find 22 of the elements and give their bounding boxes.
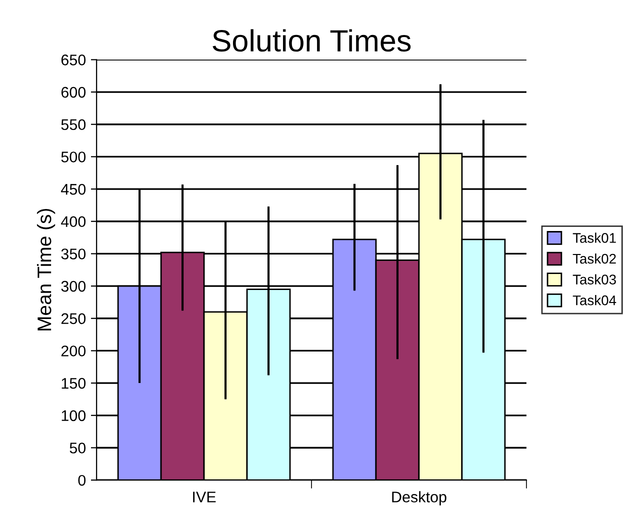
y-tick-label: 200 xyxy=(61,346,86,356)
legend-label: Task01 xyxy=(572,232,616,243)
legend-label: Task03 xyxy=(572,274,616,284)
y-tick-label: 550 xyxy=(61,119,86,130)
y-tick-label: 0 xyxy=(78,474,86,486)
y-tick-label: 600 xyxy=(61,86,86,98)
x-tick-label: IVE xyxy=(193,492,216,502)
y-tick-label: 150 xyxy=(62,378,86,389)
y-tick-label: 500 xyxy=(61,152,86,162)
x-tick-label: Desktop xyxy=(392,491,446,506)
legend-label: Task02 xyxy=(572,253,616,264)
legend-label: Task04 xyxy=(572,295,616,306)
y-tick-label: 350 xyxy=(61,248,86,260)
y-tick-label: 50 xyxy=(70,442,86,454)
chart-title: Solution Times xyxy=(212,29,411,52)
y-axis-title: Mean Time (s) xyxy=(36,208,56,330)
y-tick-label: 650 xyxy=(61,54,86,66)
y-tick-label: 100 xyxy=(62,410,86,422)
y-tick-label: 300 xyxy=(61,280,86,292)
y-tick-label: 250 xyxy=(61,313,86,324)
y-tick-label: 450 xyxy=(61,184,86,195)
y-tick-label: 400 xyxy=(61,216,86,228)
